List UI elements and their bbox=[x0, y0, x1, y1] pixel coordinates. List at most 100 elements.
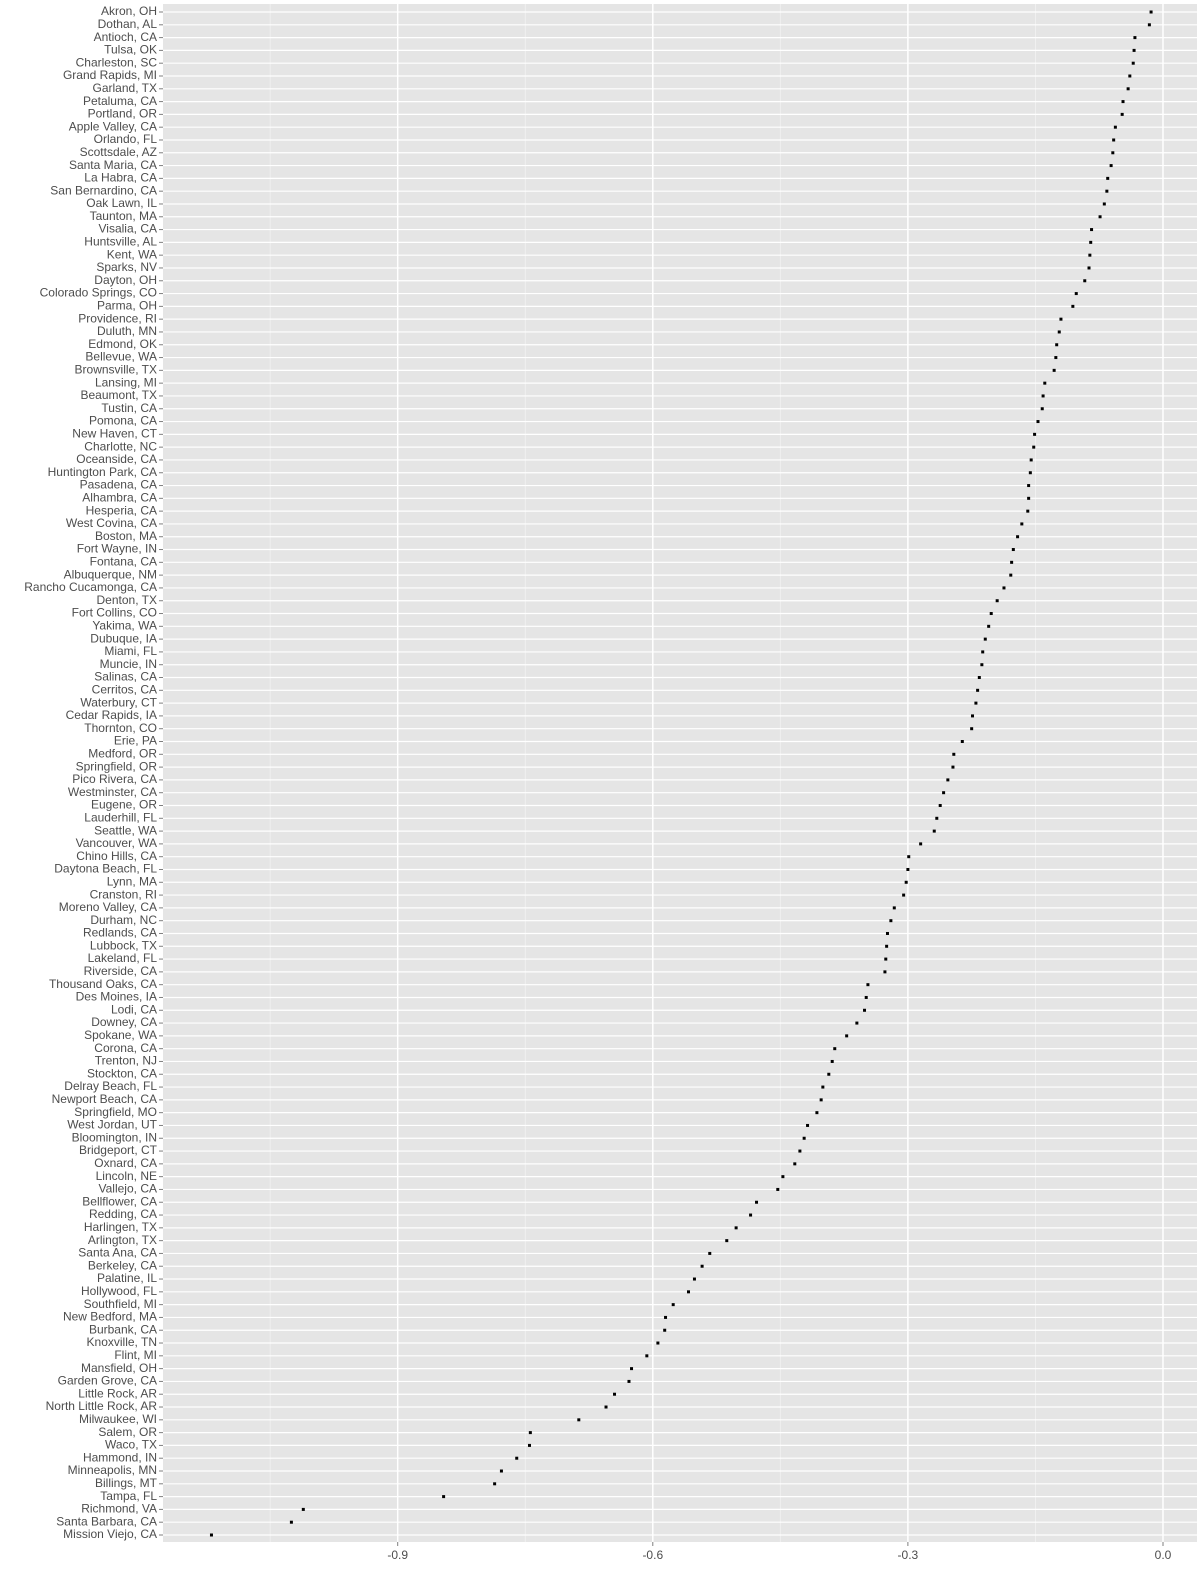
y-tick-label: Little Rock, AR bbox=[78, 1386, 157, 1400]
y-tick-label: Lauderhill, FL bbox=[84, 810, 157, 824]
dot bbox=[977, 676, 981, 680]
y-tick-label: Taunton, MA bbox=[90, 209, 157, 223]
dot bbox=[1054, 356, 1058, 360]
y-tick-label: Oceanside, CA bbox=[76, 452, 157, 466]
y-tick-label: Southfield, MI bbox=[84, 1297, 157, 1311]
dot bbox=[1111, 151, 1115, 155]
y-tick-label: Duluth, MN bbox=[97, 324, 157, 338]
y-tick-label: Billings, MT bbox=[95, 1476, 158, 1490]
y-tick-label: Yakima, WA bbox=[92, 618, 157, 632]
y-tick-label: La Habra, CA bbox=[84, 171, 157, 185]
y-tick-label: Visalia, CA bbox=[99, 222, 157, 236]
dot bbox=[833, 1047, 837, 1051]
y-tick-label: Oxnard, CA bbox=[94, 1156, 157, 1170]
dot bbox=[1120, 112, 1124, 116]
dot bbox=[1088, 253, 1092, 257]
x-tick-label: -0.6 bbox=[642, 1548, 663, 1562]
dot bbox=[863, 1008, 867, 1012]
dot bbox=[1016, 535, 1020, 539]
dot bbox=[604, 1405, 608, 1409]
y-tick-label: Cedar Rapids, IA bbox=[66, 708, 157, 722]
y-tick-label: Vallejo, CA bbox=[99, 1182, 157, 1196]
y-tick-label: Knoxville, TN bbox=[87, 1335, 157, 1349]
y-tick-label: Santa Barbara, CA bbox=[56, 1514, 157, 1528]
y-tick-label: Redding, CA bbox=[89, 1207, 157, 1221]
dot bbox=[946, 778, 950, 782]
y-tick-label: Pasadena, CA bbox=[80, 478, 157, 492]
y-tick-label: Hesperia, CA bbox=[86, 503, 157, 517]
dot bbox=[627, 1379, 631, 1383]
dot bbox=[1052, 368, 1056, 372]
y-tick-label: New Haven, CT bbox=[72, 427, 157, 441]
y-tick-label: Muncie, IN bbox=[100, 657, 157, 671]
dot bbox=[1032, 445, 1036, 449]
y-tick-label: Bellevue, WA bbox=[85, 350, 157, 364]
dot bbox=[577, 1418, 581, 1422]
y-tick-label: West Covina, CA bbox=[66, 516, 157, 530]
dot bbox=[656, 1341, 660, 1345]
dot bbox=[960, 740, 964, 744]
dot bbox=[1027, 496, 1031, 500]
dot bbox=[499, 1469, 503, 1473]
y-tick-label: Flint, MI bbox=[114, 1348, 157, 1362]
y-tick-label: Akron, OH bbox=[101, 4, 157, 18]
y-tick-label: Medford, OR bbox=[88, 746, 157, 760]
dot bbox=[1026, 509, 1030, 513]
dot bbox=[515, 1456, 519, 1460]
y-tick-label: Boston, MA bbox=[95, 529, 157, 543]
y-tick-label: Pomona, CA bbox=[89, 414, 157, 428]
y-tick-label: Dubuque, IA bbox=[90, 631, 157, 645]
dot bbox=[983, 637, 987, 641]
y-tick-label: Thousand Oaks, CA bbox=[49, 977, 157, 991]
dot bbox=[1098, 215, 1102, 219]
y-tick-label: Erie, PA bbox=[114, 734, 157, 748]
dot bbox=[692, 1277, 696, 1281]
y-tick-label: Cerritos, CA bbox=[92, 682, 157, 696]
y-tick-label: Fort Wayne, IN bbox=[77, 542, 157, 556]
dot bbox=[528, 1431, 532, 1435]
y-tick-label: Des Moines, IA bbox=[76, 990, 157, 1004]
y-tick-label: Moreno Valley, CA bbox=[59, 900, 157, 914]
dot bbox=[1059, 317, 1063, 321]
dot bbox=[749, 1213, 753, 1217]
dot bbox=[987, 624, 991, 628]
y-tick-label: Milwaukee, WI bbox=[79, 1412, 157, 1426]
dot bbox=[1133, 36, 1137, 40]
x-tick-label: -0.3 bbox=[898, 1548, 919, 1562]
y-tick-label: Mansfield, OH bbox=[81, 1361, 157, 1375]
y-tick-label: Bloomington, IN bbox=[72, 1130, 157, 1144]
dot bbox=[1121, 100, 1125, 104]
dot bbox=[1128, 74, 1132, 78]
dot bbox=[821, 1085, 825, 1089]
dot bbox=[209, 1533, 213, 1537]
y-tick-label: Providence, RI bbox=[78, 311, 157, 325]
dot bbox=[938, 803, 942, 807]
x-tick-label: 0.0 bbox=[1155, 1548, 1172, 1562]
y-tick-label: Arlington, TX bbox=[88, 1233, 157, 1247]
y-tick-label: Durham, NC bbox=[90, 913, 157, 927]
dot bbox=[885, 931, 889, 935]
y-tick-label: Lubbock, TX bbox=[90, 938, 157, 952]
y-tick-label: Waterbury, CT bbox=[80, 695, 157, 709]
dot bbox=[442, 1495, 446, 1499]
y-tick-label: Edmond, OK bbox=[88, 337, 157, 351]
y-tick-label: Burbank, CA bbox=[89, 1322, 157, 1336]
dot bbox=[1083, 279, 1087, 283]
dot bbox=[1002, 586, 1006, 590]
dot bbox=[845, 1034, 849, 1038]
panel bbox=[163, 4, 1197, 1542]
dot bbox=[980, 663, 984, 667]
y-tick-label: Bellflower, CA bbox=[82, 1194, 157, 1208]
dot bbox=[1043, 381, 1047, 385]
dot bbox=[1089, 240, 1093, 244]
y-tick-label: Lodi, CA bbox=[111, 1002, 157, 1016]
dot bbox=[864, 995, 868, 999]
y-tick-label: New Bedford, MA bbox=[63, 1310, 157, 1324]
y-tick-label: Oak Lawn, IL bbox=[86, 196, 157, 210]
y-tick-label: Stockton, CA bbox=[87, 1066, 157, 1080]
y-tick-label: Daytona Beach, FL bbox=[54, 862, 157, 876]
dot bbox=[1105, 189, 1109, 193]
dot bbox=[776, 1187, 780, 1191]
dot bbox=[1041, 394, 1045, 398]
dot bbox=[798, 1149, 802, 1153]
